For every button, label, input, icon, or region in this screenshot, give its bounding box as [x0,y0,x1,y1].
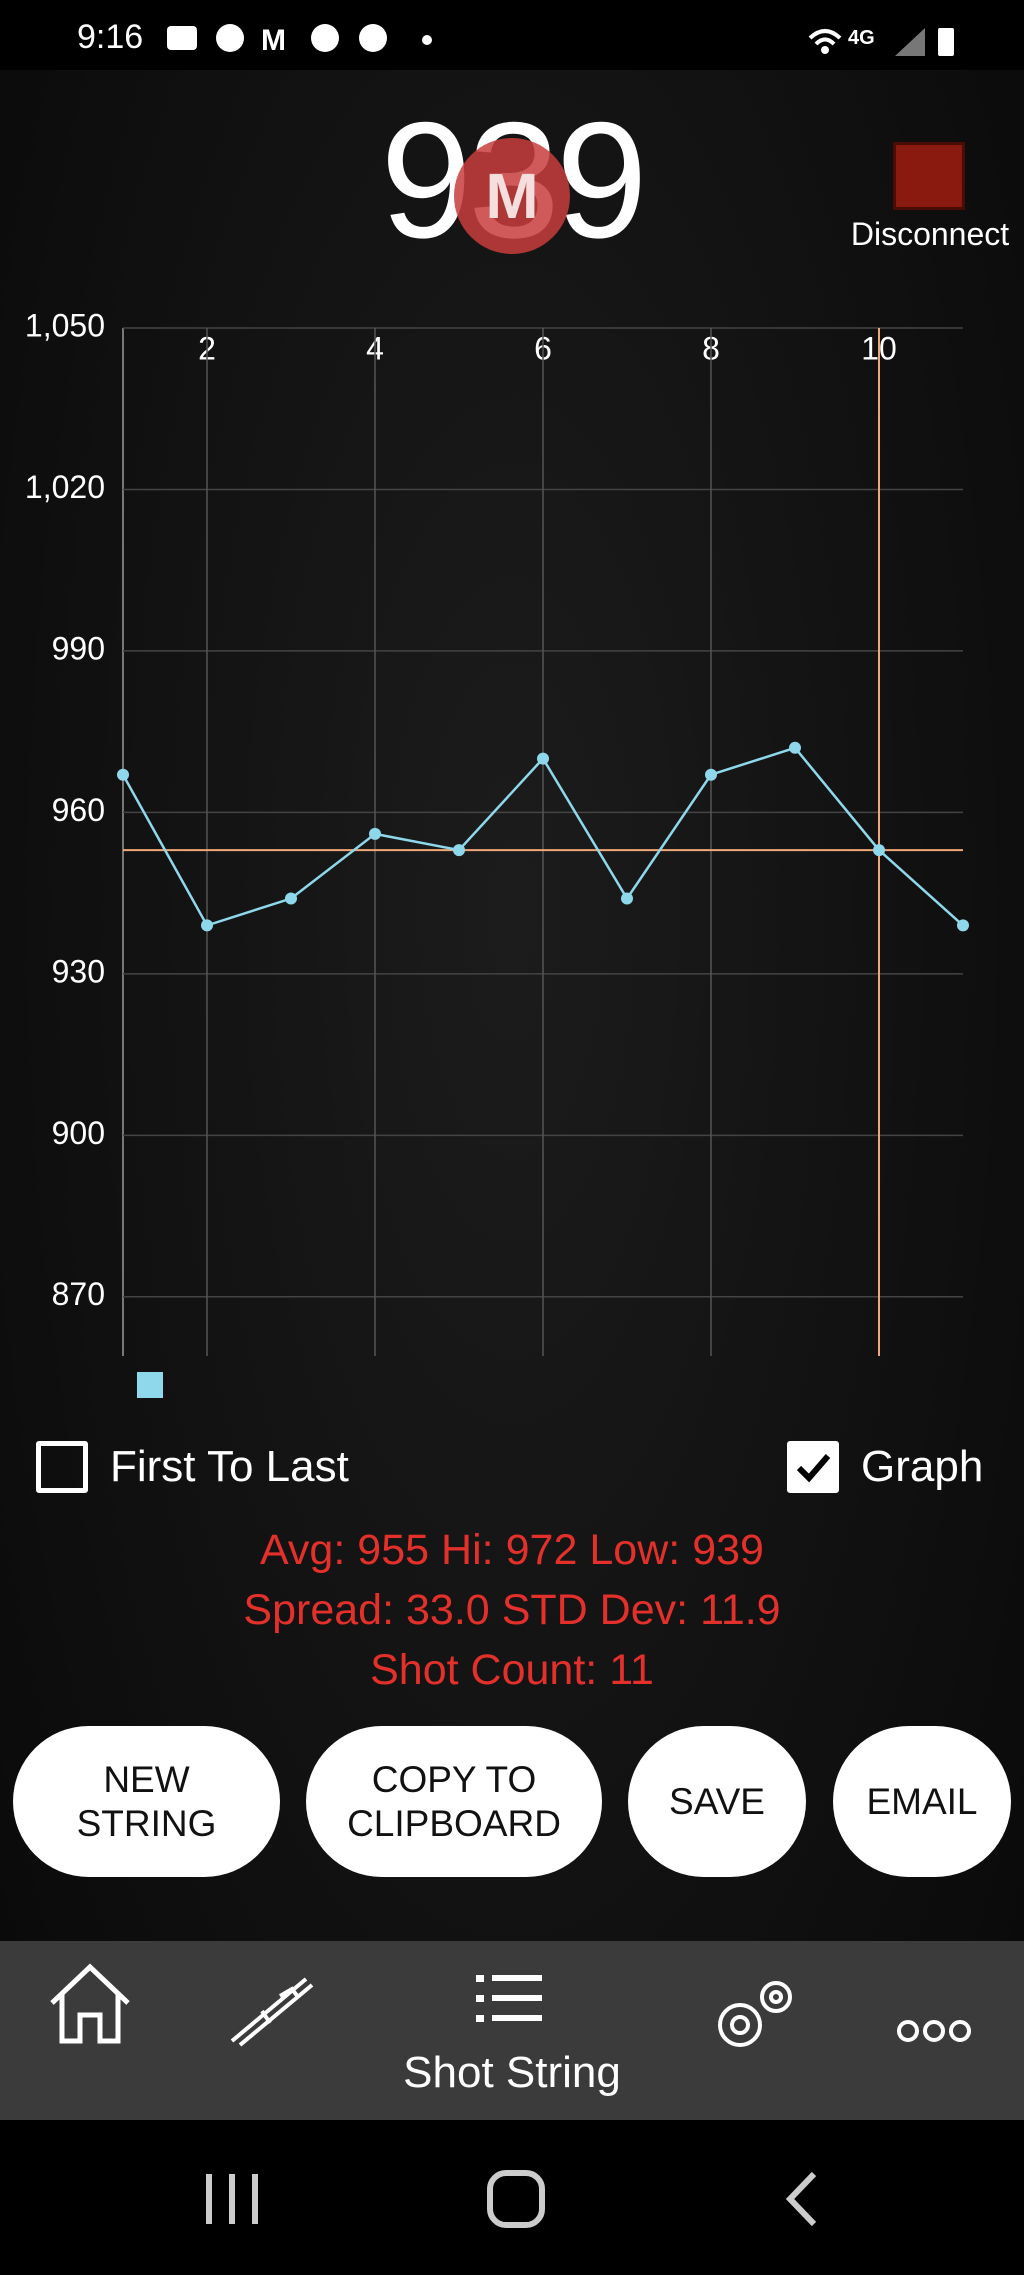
app-logo: M [454,138,570,254]
y-tick-label: 1,020 [25,469,105,505]
stat-value: 972 [505,1526,578,1574]
data-point [705,768,717,781]
home-button[interactable] [487,2170,545,2228]
new-string-button[interactable]: NEW STRING [13,1726,280,1877]
y-tick-label: 900 [52,1115,105,1151]
checkbox[interactable] [787,1441,839,1493]
status-icons: 4G [808,27,954,56]
data-point [537,752,549,765]
y-tick-label: 1,050 [25,307,105,343]
y-tick-label: 990 [52,630,105,666]
email-button[interactable]: EMAIL [833,1726,1011,1877]
svg-text:M: M [261,24,286,57]
stat-value: 939 [692,1526,764,1574]
stat-value: 11.9 [700,1586,781,1634]
recents-button[interactable] [206,2174,258,2224]
first-to-last-checkbox[interactable]: First To Last [36,1438,349,1496]
data-point [117,768,129,781]
y-tick-label: 870 [52,1276,105,1312]
data-point [873,844,885,857]
statistics: Avg: 955 Hi: 972 Low: 939 Spread: 33.0 STD Dev: 1… [0,1520,1024,1700]
data-point [201,919,213,932]
stat-value: 33.0 [406,1586,490,1634]
data-point [285,892,297,905]
stat-line: Shot Count: 11 [0,1640,1024,1700]
back-button[interactable] [785,2171,817,2227]
nav-icons [50,1963,971,2047]
clock: 9:16 [77,18,144,56]
graph-checkbox[interactable]: Graph [787,1438,983,1496]
shot-string-tab[interactable] [476,1975,542,2022]
svg-text:4G: 4G [848,27,875,49]
checkbox-label: First To Last [110,1442,349,1491]
bottom-navigation [0,1941,1024,2120]
data-point [621,892,633,905]
data-point [369,827,381,840]
disconnect-button[interactable]: Disconnect [850,216,1010,252]
stat-label: Spread: [243,1586,395,1634]
stat-label: Low: [589,1526,681,1574]
stat-line: Avg: 955 Hi: 972 Low: 939 [0,1520,1024,1580]
save-button[interactable]: SAVE [628,1726,806,1877]
stat-line: Spread: 33.0 STD Dev: 11.9 [0,1580,1024,1640]
more-tab[interactable] [897,2020,971,2042]
legend-swatch [137,1372,163,1398]
y-tick-label: 930 [52,953,105,989]
stat-label: Avg: [260,1526,346,1574]
stat-label: Hi: [441,1526,494,1574]
stat-value: 11 [609,1646,654,1694]
stat-label: STD Dev: [501,1586,689,1634]
data-point [453,844,465,857]
check-mark [796,1454,831,1483]
system-navigation [0,2120,1024,2275]
system-buttons [206,2170,817,2228]
copy-button[interactable]: COPY TO CLIPBOARD [306,1726,602,1877]
data-point [789,741,801,754]
status-bar: 9:16 4G M [0,0,1024,70]
data-point [957,919,969,932]
checkbox-label: Graph [861,1442,984,1491]
y-tick-label: 960 [52,792,105,828]
disconnect-icon[interactable] [893,142,965,210]
notification-icons: M [167,24,432,57]
home-tab[interactable] [50,1963,130,2044]
settings-tab[interactable] [718,1981,792,2047]
stat-value: 955 [357,1526,430,1574]
active-tab-label[interactable]: Shot String [403,2048,621,2097]
checkbox[interactable] [36,1441,88,1493]
stat-label: Shot Count: [370,1646,598,1694]
rifle-tab[interactable] [230,1977,314,2047]
